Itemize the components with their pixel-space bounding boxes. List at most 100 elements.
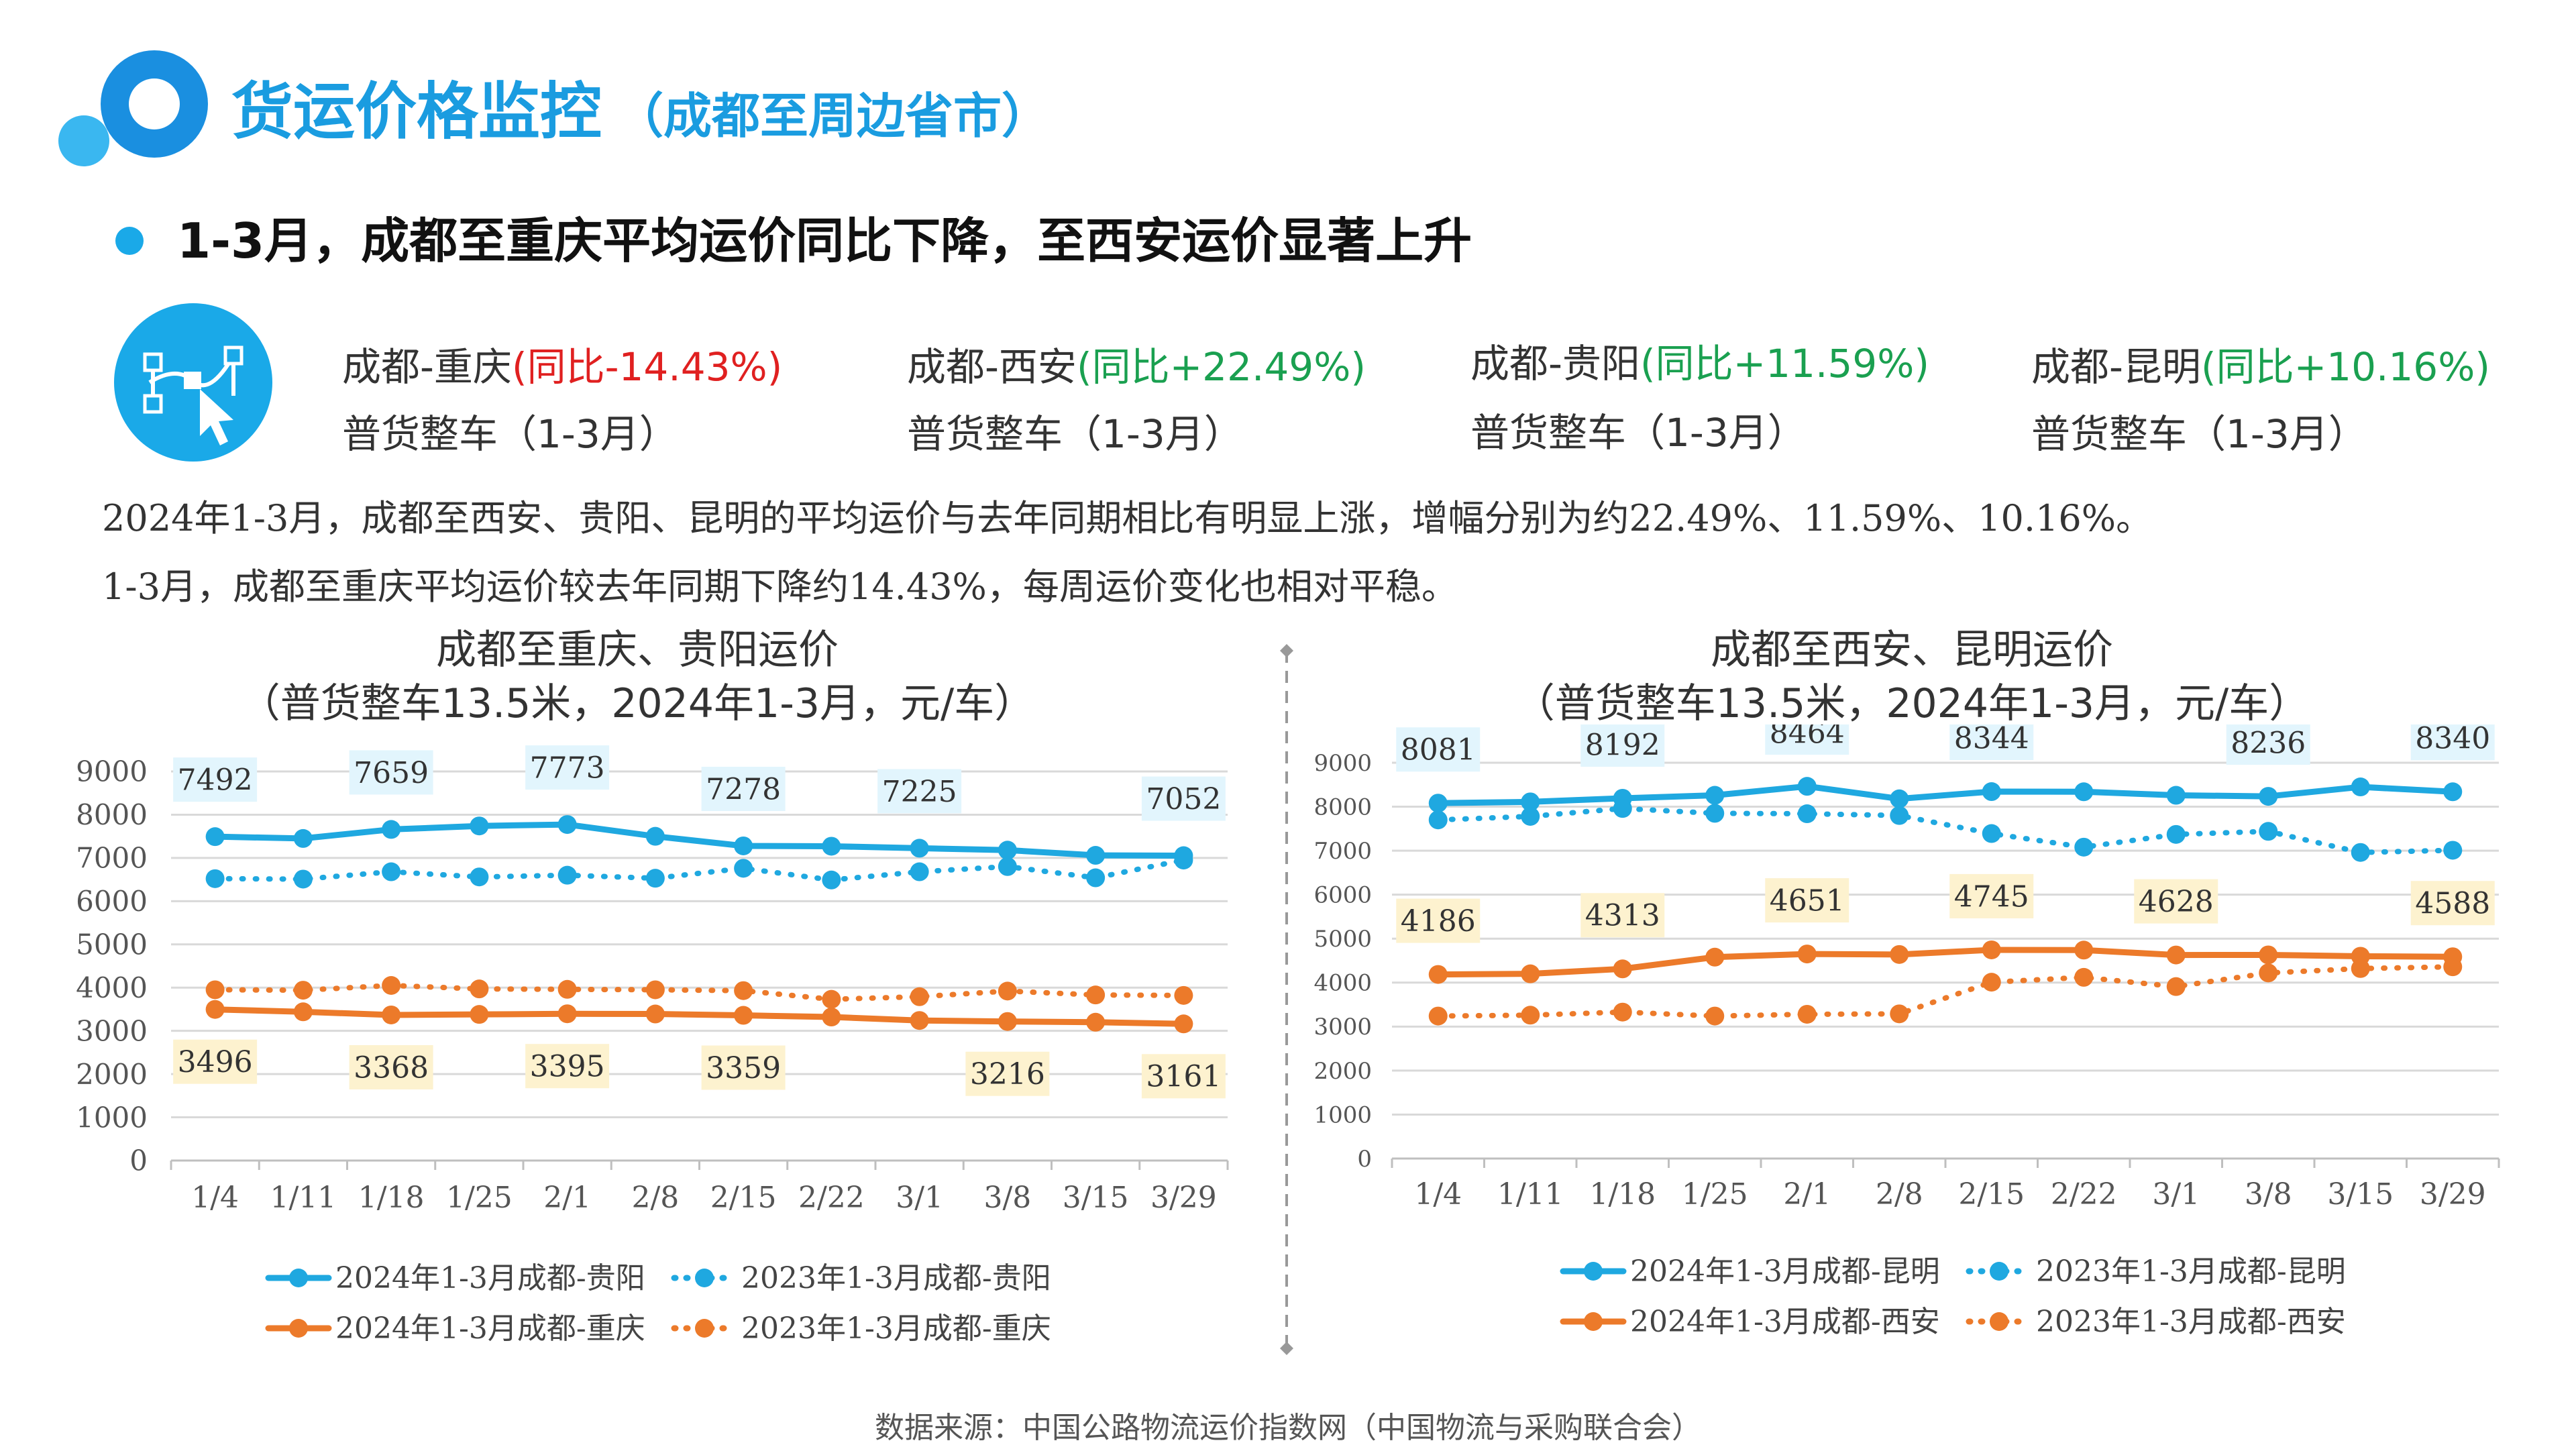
data-point: [645, 869, 665, 888]
x-tick-label: 3/15: [2327, 1177, 2394, 1212]
data-point: [2351, 959, 2370, 978]
data-label: 8464: [1770, 724, 1845, 751]
data-label-bg: [701, 766, 786, 811]
data-point: [557, 865, 577, 885]
data-point: [1086, 985, 1106, 1005]
data-point: [293, 828, 313, 848]
data-point: [1613, 1002, 1632, 1022]
data-point: [205, 980, 225, 1000]
route-guiyang: 成都-贵阳(同比+11.59%): [1470, 341, 1929, 386]
legend-marker: [1990, 1312, 2008, 1331]
data-point: [2259, 787, 2278, 806]
data-point: [2074, 782, 2094, 802]
series-line: [212, 1006, 1187, 1027]
data-label: 3368: [354, 1051, 429, 1085]
y-tick-label: 0: [1357, 1146, 1372, 1173]
data-point: [205, 827, 225, 847]
data-point: [2166, 945, 2186, 965]
data-point: [1174, 851, 1193, 870]
data-point: [645, 980, 665, 1000]
data-point: [293, 981, 313, 1000]
x-tick-label: 2/22: [798, 1181, 865, 1215]
data-point: [557, 979, 577, 999]
chart-1-subtitle: （普货整车13.5米，2024年1-3月，元/车）: [239, 680, 1035, 727]
y-tick-label: 6000: [1313, 882, 1372, 909]
data-label: 8340: [2415, 724, 2490, 756]
data-point: [1086, 868, 1106, 888]
data-point: [1797, 945, 1817, 964]
data-label: 8192: [1585, 728, 1660, 762]
data-label: 7659: [354, 756, 429, 790]
data-point: [1890, 789, 1909, 808]
data-label: 4186: [1401, 904, 1476, 938]
legend-marker: [289, 1269, 308, 1287]
data-label: 3216: [970, 1057, 1045, 1091]
y-tick-label: 3000: [76, 1014, 148, 1047]
legend-marker: [1584, 1262, 1603, 1281]
route-chongqing: 成都-重庆(同比-14.43%): [342, 344, 783, 390]
data-point: [382, 862, 401, 881]
y-tick-label: 4000: [1313, 970, 1372, 997]
data-label-bg: [1141, 1054, 1226, 1099]
y-tick-label: 4000: [76, 971, 148, 1004]
route-kunming-type: 普货整车（1-3月）: [2031, 411, 2367, 457]
data-label-bg: [349, 750, 433, 795]
x-tick-label: 2/22: [2051, 1177, 2117, 1212]
data-point: [910, 987, 929, 1006]
y-tick-label: 1000: [1313, 1102, 1372, 1128]
data-label: 3496: [178, 1045, 253, 1079]
data-label: 3395: [530, 1050, 605, 1084]
x-tick-label: 3/1: [2152, 1177, 2200, 1212]
page-subtitle: （成都至周边省市）: [615, 88, 1051, 144]
y-tick-label: 3000: [1313, 1014, 1372, 1040]
x-tick-label: 2/1: [543, 1181, 591, 1215]
x-tick-label: 1/11: [1497, 1177, 1564, 1212]
x-tick-label: 2/1: [1783, 1177, 1831, 1212]
series-line: [212, 821, 1187, 859]
y-tick-label: 8000: [76, 798, 148, 831]
data-point: [382, 820, 401, 839]
data-label: 7492: [178, 763, 253, 798]
data-point: [1428, 965, 1448, 984]
legend-label: 2024年1-3月成都-西安: [1630, 1305, 1940, 1339]
data-label: 8236: [2231, 726, 2306, 760]
data-point: [205, 1000, 225, 1019]
data-point: [2351, 777, 2370, 797]
data-point: [645, 1004, 665, 1024]
data-point: [557, 1004, 577, 1024]
chart-chongqing-guiyang: 0 1000 2000 3000 4000 5000 6000 7000 8000 9000 1/4…: [76, 745, 1229, 1346]
data-point: [2351, 843, 2370, 862]
data-point: [470, 867, 489, 887]
x-tick-label: 3/8: [983, 1181, 1031, 1215]
headline: 1-3月，成都至重庆平均运价同比下降，至西安运价显著上升: [177, 213, 1472, 269]
data-point: [2259, 963, 2278, 983]
data-point: [2166, 824, 2186, 844]
data-label-bg: [2410, 881, 2495, 926]
x-tick-label: 1/18: [358, 1181, 425, 1215]
data-point: [1982, 782, 2001, 802]
data-point: [1705, 947, 1725, 967]
legend-label: 2024年1-3月成都-重庆: [335, 1311, 645, 1346]
data-point: [1890, 945, 1909, 964]
chart-2-title: 成都至西安、昆明运价: [1711, 627, 2113, 674]
data-point: [645, 826, 665, 846]
data-label-bg: [1141, 776, 1226, 821]
data-point: [1613, 799, 1632, 818]
data-label: 3359: [706, 1051, 781, 1085]
page-title: 货运价格监控 （成都至周边省市）: [231, 76, 1051, 148]
data-point: [1705, 804, 1725, 823]
data-point: [1705, 1006, 1725, 1026]
x-tick-label: 3/29: [2420, 1177, 2486, 1212]
data-point: [1613, 959, 1632, 979]
data-point: [822, 870, 841, 890]
data-point: [382, 1005, 401, 1024]
data-point: [822, 1008, 841, 1027]
y-tick-label: 2000: [76, 1058, 148, 1091]
data-label: 4588: [2415, 887, 2490, 921]
data-point: [1521, 792, 1540, 812]
y-tick-label: 7000: [76, 842, 148, 875]
data-label: 7225: [882, 775, 957, 809]
data-point: [2166, 977, 2186, 996]
data-point: [1428, 794, 1448, 813]
data-point: [1797, 1004, 1817, 1024]
